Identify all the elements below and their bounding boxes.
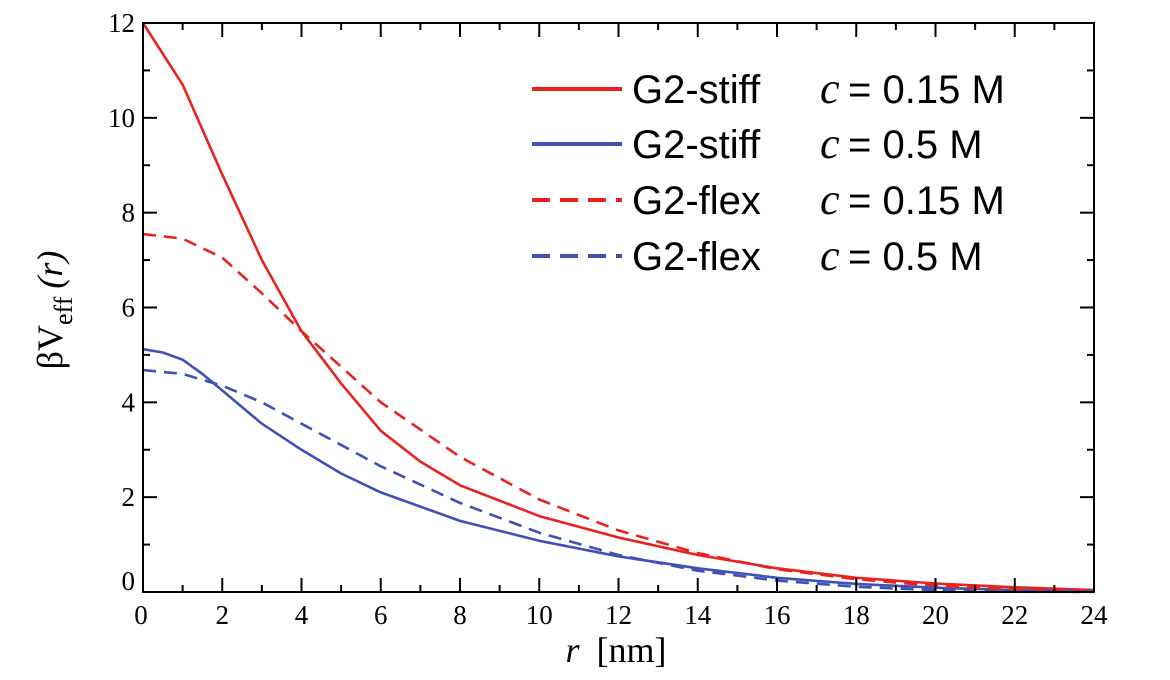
- series-line-3: [142, 368, 1095, 594]
- legend-concentration-variable: c: [820, 231, 840, 280]
- x-tick-label: 2: [216, 600, 230, 630]
- series-line-0: [141, 22, 1095, 592]
- x-tick-label: 12: [605, 600, 632, 630]
- legend-series-name: G2-stiff: [632, 123, 761, 167]
- legend-concentration-variable: c: [820, 64, 840, 113]
- x-tick-label: 4: [295, 600, 309, 630]
- x-tick-label: 8: [453, 600, 467, 630]
- x-tick-label: 0: [134, 600, 148, 630]
- legend-series-name: G2-flex: [632, 235, 761, 279]
- series-line-1: [142, 347, 1095, 593]
- y-tick-label: 0: [122, 566, 136, 596]
- legend-concentration-value: = 0.5 M: [848, 235, 983, 279]
- y-axis-subscript: eff: [49, 296, 78, 325]
- y-tick-label: 12: [108, 8, 135, 38]
- x-tick-label: 16: [764, 600, 791, 630]
- series-layer: [141, 22, 1095, 594]
- y-axis-argument: (r): [30, 251, 70, 289]
- x-tick-label: 24: [1081, 600, 1109, 630]
- y-tick-label: 6: [122, 293, 136, 323]
- y-tick-label: 8: [122, 198, 136, 228]
- x-tick-label: 20: [922, 600, 949, 630]
- y-tick-label: 2: [122, 482, 136, 512]
- x-tick-label: 14: [684, 600, 712, 630]
- legend-concentration-variable: c: [820, 119, 840, 168]
- legend-concentration-variable: c: [820, 175, 840, 224]
- x-tick-label: 18: [843, 600, 870, 630]
- x-tick-label: 22: [1001, 600, 1028, 630]
- x-tick-label: 10: [526, 600, 553, 630]
- y-axis-title: βVeff (r): [30, 251, 78, 370]
- legend-concentration-value: = 0.15 M: [848, 179, 1005, 223]
- x-axis-unit: [nm]: [597, 630, 667, 670]
- legend-concentration-value: = 0.15 M: [848, 68, 1005, 112]
- x-axis-variable: r: [566, 630, 581, 670]
- y-tick-label: 4: [122, 387, 136, 417]
- legend-series-name: G2-stiff: [632, 68, 761, 112]
- legend: G2-stiff c = 0.15 MG2-stiff c = 0.5 MG2-flex…: [532, 64, 1005, 280]
- y-tick-label: 10: [108, 103, 135, 133]
- legend-series-name: G2-flex: [632, 179, 761, 223]
- legend-concentration-value: = 0.5 M: [848, 123, 983, 167]
- series-line-2: [142, 232, 1095, 593]
- x-axis-title: r [nm]: [566, 630, 667, 670]
- x-tick-label: 6: [374, 600, 388, 630]
- y-axis-prefix: βV: [30, 325, 70, 369]
